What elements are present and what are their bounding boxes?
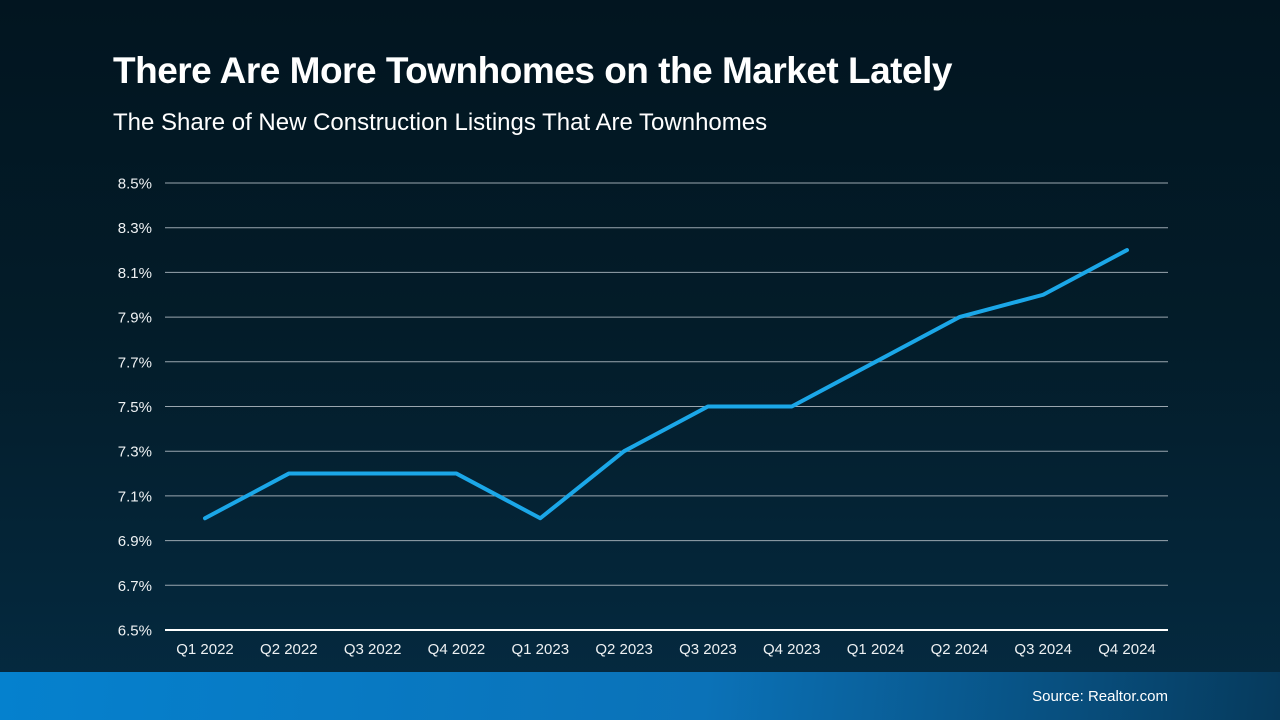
page-title: There Are More Townhomes on the Market L… (113, 50, 952, 91)
x-tick-label: Q4 2023 (763, 641, 821, 658)
gridlines (165, 182, 1168, 631)
footer-bar: Source: Realtor.com (0, 672, 1280, 720)
y-axis-labels: 6.5% 6.7% 6.9% 7.1% 7.3% 7.5% 7.7% 7.9% 8.1% 8.3%… (118, 176, 152, 640)
y-tick-label: 8.5% (118, 176, 152, 193)
y-tick-label: 6.7% (118, 578, 152, 595)
x-tick-label: Q3 2023 (679, 641, 737, 658)
x-tick-label: Q1 2023 (511, 641, 569, 658)
y-tick-label: 7.1% (118, 488, 152, 505)
y-tick-label: 7.5% (118, 399, 152, 416)
x-tick-label: Q3 2024 (1014, 641, 1072, 658)
x-tick-label: Q3 2022 (344, 641, 402, 658)
x-tick-label: Q4 2022 (428, 641, 486, 658)
y-tick-label: 7.9% (118, 310, 152, 327)
source-text: Source: Realtor.com (1032, 687, 1168, 705)
y-tick-label: 7.3% (118, 444, 152, 461)
y-tick-label: 8.1% (118, 265, 152, 282)
x-tick-label: Q2 2023 (595, 641, 653, 658)
x-tick-label: Q1 2024 (847, 641, 905, 658)
data-line (203, 248, 1129, 521)
y-tick-label: 6.9% (118, 533, 152, 550)
x-tick-label: Q2 2022 (260, 641, 318, 658)
page-subtitle: The Share of New Construction Listings T… (113, 109, 768, 136)
x-tick-label: Q2 2024 (931, 641, 989, 658)
y-tick-label: 7.7% (118, 354, 152, 371)
x-axis-labels: Q1 2022 Q2 2022 Q3 2022 Q4 2022 Q1 2023 Q2 20… (176, 641, 1156, 658)
y-tick-label: 8.3% (118, 220, 152, 237)
townhomes-line-chart: 6.5% 6.7% 6.9% 7.1% 7.3% 7.5% 7.7% 7.9% 8.1% 8.3%… (118, 176, 1168, 658)
y-tick-label: 6.5% (118, 623, 152, 640)
x-tick-label: Q1 2022 (176, 641, 234, 658)
x-tick-label: Q4 2024 (1098, 641, 1156, 658)
